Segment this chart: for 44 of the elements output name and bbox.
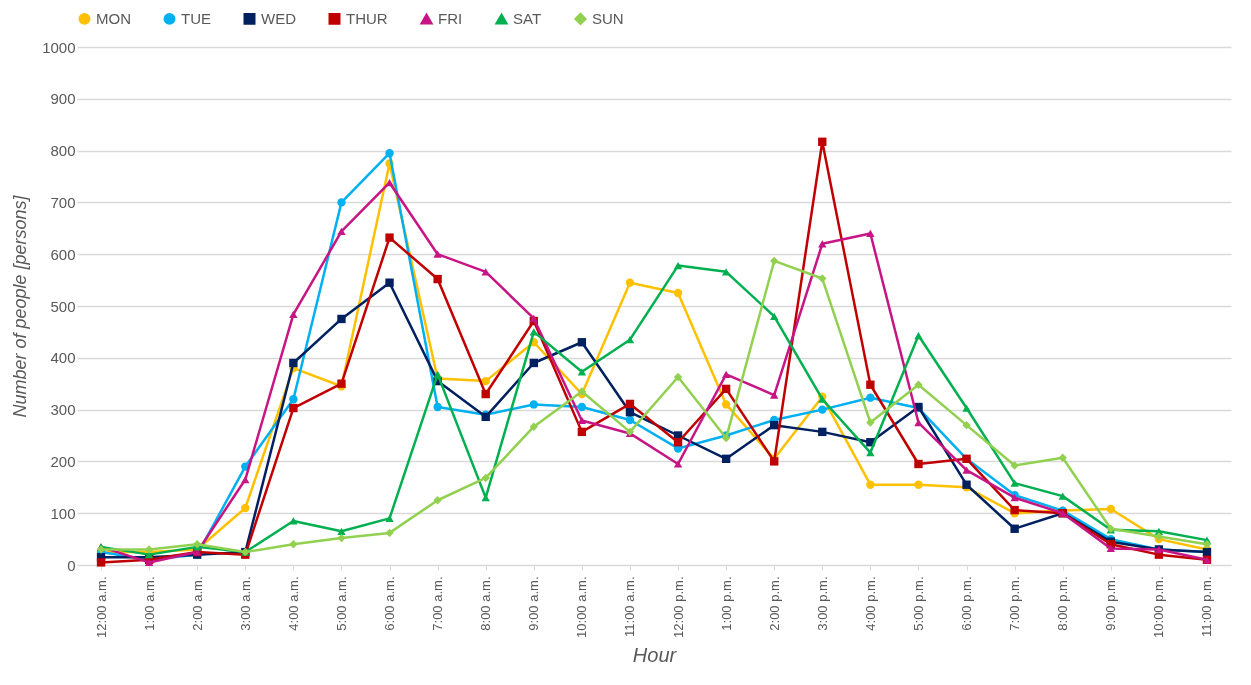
y-tick-label: 400 bbox=[50, 349, 76, 367]
x-tick-label: 10:00 a.m. bbox=[574, 576, 590, 638]
x-tick-label: 10:00 p.m. bbox=[1151, 576, 1167, 638]
x-tick-label: 5:00 p.m. bbox=[910, 576, 926, 631]
x-tick-label: 11:00 a.m. bbox=[622, 576, 638, 637]
y-axis-title: Number of people [persons] bbox=[10, 194, 31, 418]
y-tick-label: 800 bbox=[50, 142, 76, 160]
y-tick-label: 200 bbox=[50, 452, 76, 470]
x-tick-label: 7:00 p.m. bbox=[1007, 576, 1023, 631]
x-tick-label: 7:00 a.m. bbox=[430, 576, 446, 631]
x-tick-label: 6:00 p.m. bbox=[959, 576, 975, 631]
y-tick-label: 100 bbox=[50, 504, 76, 522]
x-tick-label: 12:00 p.m. bbox=[670, 576, 686, 638]
x-tick-label: 11:00 p.m. bbox=[1199, 576, 1215, 637]
x-tick-label: 2:00 a.m. bbox=[189, 576, 205, 631]
x-tick-label: 3:00 p.m. bbox=[814, 576, 830, 631]
y-tick-label: 500 bbox=[50, 297, 76, 315]
y-tick-label: 600 bbox=[50, 245, 76, 263]
y-tick-label: 300 bbox=[50, 401, 76, 419]
x-axis-title: Hour bbox=[632, 643, 678, 666]
x-tick-label: 9:00 a.m. bbox=[526, 576, 542, 631]
x-tick-label: 3:00 a.m. bbox=[237, 576, 253, 631]
x-tick-label: 5:00 a.m. bbox=[333, 576, 349, 631]
x-tick-label: 1:00 a.m. bbox=[141, 576, 157, 631]
legend-label: FRI bbox=[438, 10, 463, 28]
y-tick-label: 0 bbox=[67, 556, 76, 574]
y-tick-label: 700 bbox=[50, 193, 76, 211]
legend-label: MON bbox=[96, 9, 131, 27]
x-tick-label: 2:00 p.m. bbox=[766, 576, 782, 631]
x-tick-label: 6:00 a.m. bbox=[382, 576, 398, 631]
x-tick-label: 4:00 p.m. bbox=[862, 576, 878, 631]
x-tick-label: 4:00 a.m. bbox=[285, 576, 301, 631]
legend-label: THUR bbox=[346, 9, 388, 27]
legend-label: SUN bbox=[592, 9, 624, 27]
legend-label: TUE bbox=[181, 9, 211, 27]
legend-label: SAT bbox=[513, 10, 542, 28]
x-tick-label: 9:00 p.m. bbox=[1103, 576, 1119, 631]
x-tick-label: 8:00 p.m. bbox=[1055, 576, 1071, 631]
y-tick-label: 900 bbox=[50, 90, 76, 108]
x-tick-label: 1:00 p.m. bbox=[718, 576, 734, 631]
y-tick-label: 1000 bbox=[42, 38, 76, 56]
x-tick-label: 12:00 a.m. bbox=[93, 576, 109, 638]
x-tick-label: 8:00 a.m. bbox=[478, 576, 494, 631]
legend-label: WED bbox=[261, 9, 297, 27]
